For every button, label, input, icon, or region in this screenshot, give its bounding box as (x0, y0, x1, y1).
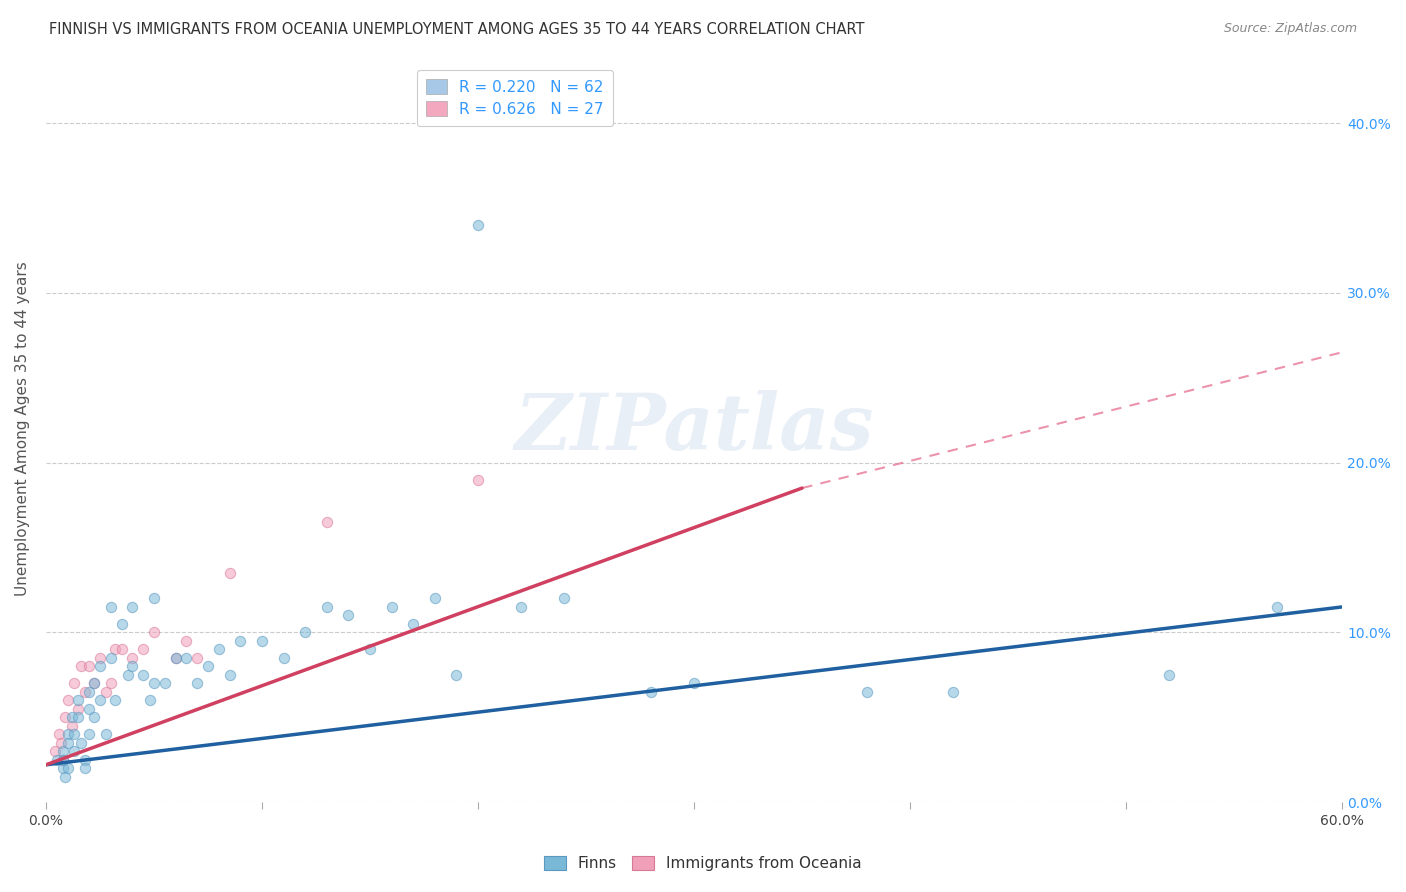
Point (100, 650, 122, 665)
Point (942, 685, 965, 699)
Point (56, 693, 79, 707)
Y-axis label: Unemployment Among Ages 35 to 44 years: Unemployment Among Ages 35 to 44 years (15, 261, 30, 596)
Text: FINNISH VS IMMIGRANTS FROM OCEANIA UNEMPLOYMENT AMONG AGES 35 TO 44 YEARS CORREL: FINNISH VS IMMIGRANTS FROM OCEANIA UNEMP… (49, 22, 865, 37)
Point (44, 744, 66, 758)
Point (315, 599, 337, 614)
Point (55, 770, 77, 784)
Point (89, 650, 111, 665)
Point (55, 710, 77, 724)
Point (153, 676, 176, 690)
Point (45, 753, 67, 767)
Point (52, 753, 75, 767)
Point (165, 650, 187, 665)
Point (683, 676, 706, 690)
Point (77, 702, 100, 716)
Point (49, 736, 72, 750)
Point (60, 710, 83, 724)
Point (67, 710, 90, 724)
Point (121, 650, 143, 665)
Point (63, 676, 86, 690)
Point (856, 685, 879, 699)
Point (1267, 599, 1289, 614)
Text: ZIPatlas: ZIPatlas (515, 391, 873, 467)
Point (176, 633, 198, 648)
Point (73, 753, 96, 767)
Point (640, 685, 662, 699)
Point (67, 693, 90, 707)
Text: Source: ZipAtlas.com: Source: ZipAtlas.com (1223, 22, 1357, 36)
Point (63, 727, 86, 741)
Point (110, 642, 132, 657)
Point (89, 693, 111, 707)
Point (52, 761, 75, 775)
Point (402, 616, 425, 631)
Point (56, 736, 79, 750)
Point (63, 744, 86, 758)
Point (143, 625, 166, 640)
Point (176, 650, 198, 665)
Point (117, 668, 139, 682)
Point (56, 761, 79, 775)
Point (52, 753, 75, 767)
Point (250, 633, 273, 648)
Point (423, 591, 446, 606)
Point (467, 218, 489, 232)
Point (218, 668, 240, 682)
Point (73, 761, 96, 775)
Point (96, 685, 118, 699)
Point (186, 676, 208, 690)
Point (69, 659, 91, 673)
Point (73, 685, 96, 699)
Point (83, 676, 105, 690)
Point (229, 633, 252, 648)
Point (553, 591, 575, 606)
Point (121, 599, 143, 614)
Point (100, 599, 122, 614)
Point (69, 736, 91, 750)
Point (143, 676, 166, 690)
Point (110, 616, 132, 631)
Point (48, 727, 70, 741)
Point (60, 719, 83, 733)
Point (52, 744, 75, 758)
Point (218, 566, 240, 580)
Legend: R = 0.220   N = 62, R = 0.626   N = 27: R = 0.220 N = 62, R = 0.626 N = 27 (416, 70, 613, 126)
Point (359, 642, 381, 657)
Point (273, 650, 295, 665)
Point (337, 608, 360, 623)
Point (132, 642, 155, 657)
Point (143, 591, 166, 606)
Point (294, 625, 316, 640)
Point (104, 693, 127, 707)
Point (121, 659, 143, 673)
Point (186, 650, 208, 665)
Point (315, 515, 337, 529)
Point (446, 668, 468, 682)
Point (197, 659, 219, 673)
Point (138, 693, 160, 707)
Point (56, 727, 79, 741)
Point (77, 685, 100, 699)
Point (467, 473, 489, 487)
Point (96, 727, 118, 741)
Point (83, 710, 105, 724)
Point (77, 659, 100, 673)
Point (208, 642, 231, 657)
Point (67, 702, 90, 716)
Point (165, 650, 187, 665)
Point (132, 668, 155, 682)
Legend: Finns, Immigrants from Oceania: Finns, Immigrants from Oceania (538, 849, 868, 877)
Point (100, 676, 122, 690)
Point (89, 659, 111, 673)
Point (510, 599, 533, 614)
Point (381, 599, 404, 614)
Point (83, 676, 105, 690)
Point (104, 642, 127, 657)
Point (1159, 668, 1181, 682)
Point (77, 727, 100, 741)
